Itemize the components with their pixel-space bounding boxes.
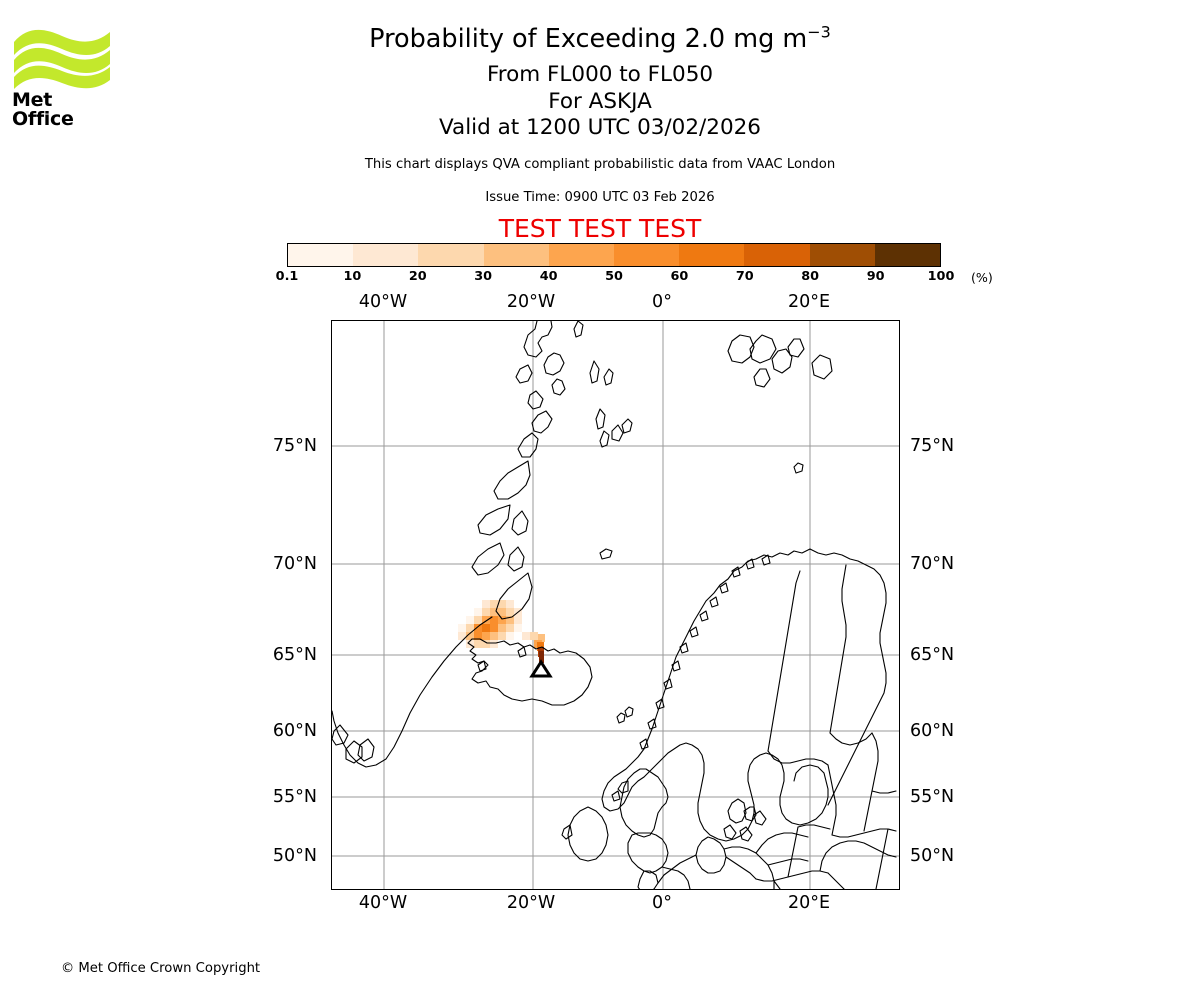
colorbar-tick-50: 50 xyxy=(605,269,623,284)
map-coastlines xyxy=(332,321,897,889)
volcano-source-marker xyxy=(529,659,553,678)
lat-label-left-55n: 55°N xyxy=(272,787,317,807)
ash-probability-field xyxy=(458,600,545,663)
probability-colorbar xyxy=(287,243,941,267)
colorbar-tick-80: 80 xyxy=(801,269,820,284)
colorbar-tick-70: 70 xyxy=(735,269,754,284)
map-graphic xyxy=(332,321,899,889)
colorbar-tick-40: 40 xyxy=(539,269,558,284)
colorbar-band-40-50 xyxy=(548,244,615,266)
colorbar-tick-0.1: 0.1 xyxy=(275,269,299,284)
met-office-logo-text: Met Office xyxy=(12,89,74,130)
colorbar-tick-10: 10 xyxy=(343,269,362,284)
page-title-text: Probability of Exceeding 2.0 mg m xyxy=(369,24,808,54)
colorbar-band-50-60 xyxy=(614,244,680,266)
colorbar-band-60-70 xyxy=(679,244,745,266)
subtitle-valid-time: Valid at 1200 UTC 03/02/2026 xyxy=(438,115,761,140)
colorbar-band-0.1-10 xyxy=(288,244,354,266)
subtitle-source-name: For ASKJA xyxy=(548,89,652,114)
colorbar-band-70-80 xyxy=(744,244,810,266)
subtitle-flight-levels: From FL000 to FL050 xyxy=(486,62,714,87)
colorbar-tick-60: 60 xyxy=(670,269,689,284)
colorbar-tick-100: 100 xyxy=(927,269,955,284)
colorbar-band-80-90 xyxy=(809,244,875,266)
lon-label-bottom-20w: 20°W xyxy=(506,893,556,913)
colorbar-band-30-40 xyxy=(483,244,549,266)
test-banner: TEST TEST TEST xyxy=(498,214,702,243)
lon-label-top-20e: 20°E xyxy=(787,292,831,312)
colorbar-bands xyxy=(287,243,941,267)
page-title-exponent: −3 xyxy=(807,22,831,42)
colorbar-band-10-20 xyxy=(353,244,419,266)
colorbar-band-20-30 xyxy=(418,244,484,266)
colorbar-units-label: (%) xyxy=(971,270,993,285)
qva-compliance-note: This chart displays QVA compliant probab… xyxy=(364,157,836,172)
lat-label-right-55n: 55°N xyxy=(910,787,955,807)
colorbar-tick-30: 30 xyxy=(474,269,493,284)
lon-label-bottom-20e: 20°E xyxy=(787,893,831,913)
page-title: Probability of Exceeding 2.0 mg m−3 xyxy=(0,22,1200,54)
lat-label-right-70n: 70°N xyxy=(910,554,955,574)
copyright-notice: © Met Office Crown Copyright xyxy=(61,961,261,976)
colorbar-tick-20: 20 xyxy=(408,269,427,284)
lat-label-left-65n: 65°N xyxy=(272,645,317,665)
lat-label-right-50n: 50°N xyxy=(910,846,955,866)
met-office-logo: Met Office xyxy=(12,22,112,129)
lat-label-left-60n: 60°N xyxy=(272,721,317,741)
issue-time-label: Issue Time: 0900 UTC 03 Feb 2026 xyxy=(485,190,715,205)
map-plot-area xyxy=(331,320,900,890)
lon-label-top-20w: 20°W xyxy=(506,292,556,312)
lat-label-left-75n: 75°N xyxy=(272,436,317,456)
lon-label-bottom-0: 0° xyxy=(652,893,672,913)
lon-label-top-0: 0° xyxy=(652,292,672,312)
lon-label-top-40w: 40°W xyxy=(358,292,408,312)
lat-label-left-50n: 50°N xyxy=(272,846,317,866)
lat-label-right-65n: 65°N xyxy=(910,645,955,665)
lat-label-left-70n: 70°N xyxy=(272,554,317,574)
lat-label-right-60n: 60°N xyxy=(910,721,955,741)
colorbar-band-90-100 xyxy=(874,244,941,266)
met-office-wave-mark xyxy=(14,29,110,89)
map-graticule xyxy=(332,321,899,889)
lon-label-bottom-40w: 40°W xyxy=(358,893,408,913)
colorbar-tick-90: 90 xyxy=(866,269,885,284)
lat-label-right-75n: 75°N xyxy=(910,436,955,456)
